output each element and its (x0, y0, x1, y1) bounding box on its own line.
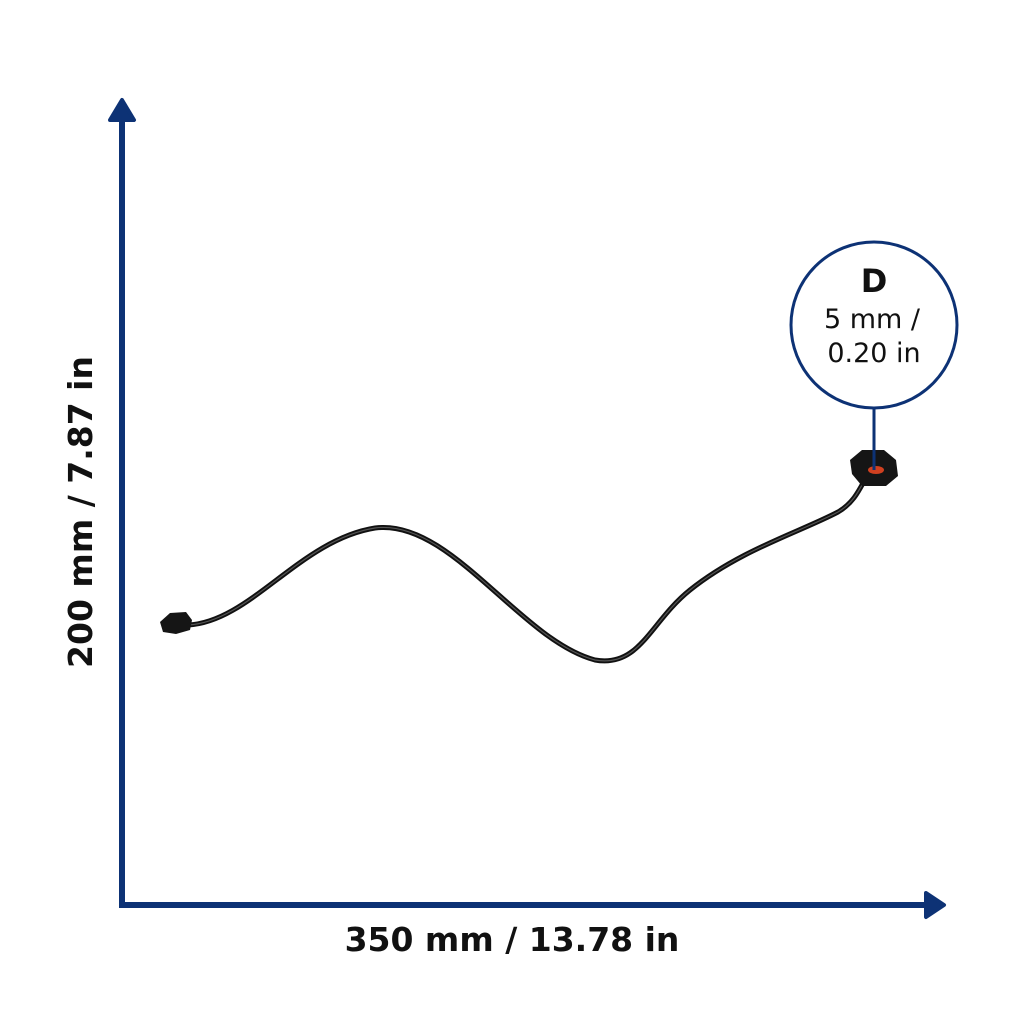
width-label: 350 mm / 13.78 in (345, 920, 680, 959)
left-connector (160, 612, 192, 634)
callout-line: 0.20 in (827, 338, 920, 369)
callout-label: D (861, 262, 888, 300)
arrow-head (924, 891, 946, 919)
callout-line: 5 mm / (824, 304, 921, 335)
connector-seal (868, 466, 884, 474)
cable-highlight (187, 473, 869, 662)
arrow-head (108, 98, 136, 122)
callout-circle (789, 240, 959, 410)
height-label: 200 mm / 7.87 in (61, 356, 100, 668)
